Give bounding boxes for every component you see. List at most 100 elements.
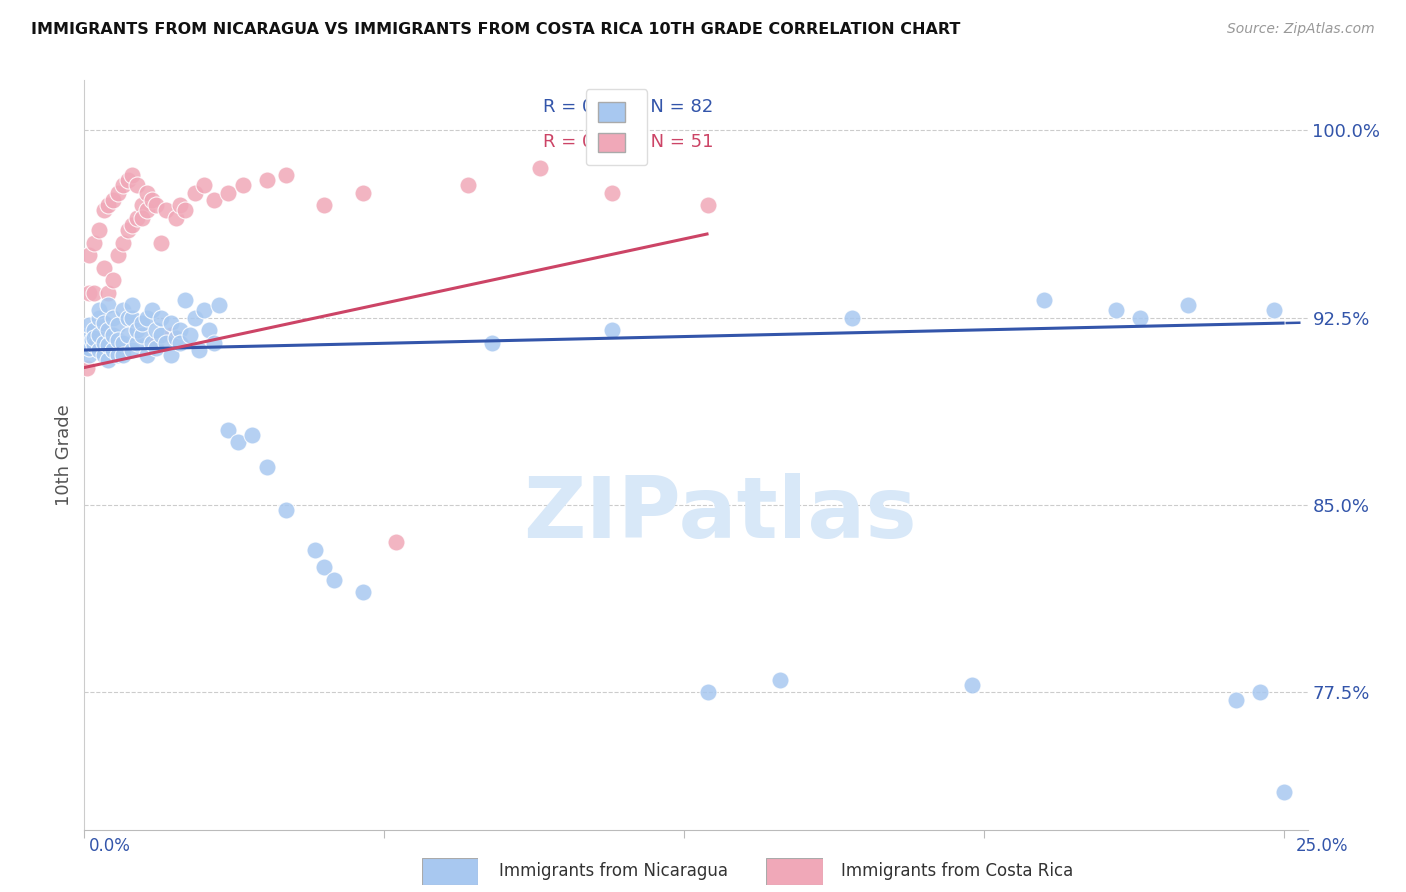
- Point: [93, 335, 115, 350]
- Point: [169, 335, 191, 350]
- Text: IMMIGRANTS FROM NICARAGUA VS IMMIGRANTS FROM COSTA RICA 10TH GRADE CORRELATION C: IMMIGRANTS FROM NICARAGUA VS IMMIGRANTS …: [31, 22, 960, 37]
- Point: [385, 535, 408, 549]
- Point: [165, 330, 187, 344]
- Point: [193, 178, 215, 193]
- Point: [87, 303, 110, 318]
- Point: [1272, 785, 1295, 799]
- Point: [107, 248, 129, 262]
- Point: [127, 178, 149, 193]
- Point: [97, 338, 120, 352]
- Point: [174, 203, 197, 218]
- Point: [179, 328, 201, 343]
- Point: [87, 328, 110, 343]
- Point: [202, 193, 225, 207]
- Point: [274, 503, 297, 517]
- Point: [217, 423, 239, 437]
- Point: [240, 428, 263, 442]
- Point: [83, 330, 105, 344]
- Point: [150, 310, 173, 325]
- Point: [697, 198, 720, 212]
- Point: [131, 198, 153, 212]
- Point: [159, 348, 181, 362]
- Point: [314, 560, 336, 574]
- Point: [93, 260, 115, 275]
- Point: [159, 328, 181, 343]
- Text: Immigrants from Nicaragua: Immigrants from Nicaragua: [499, 863, 728, 880]
- Point: [77, 318, 100, 332]
- Point: [76, 360, 98, 375]
- Point: [232, 178, 254, 193]
- Point: [117, 328, 139, 343]
- Point: [97, 298, 120, 312]
- Point: [1263, 303, 1285, 318]
- Point: [97, 323, 120, 337]
- Point: [352, 186, 374, 200]
- Point: [117, 223, 139, 237]
- Point: [165, 211, 187, 225]
- Point: [457, 178, 479, 193]
- Point: [101, 310, 124, 325]
- Point: [87, 310, 110, 325]
- Point: [80, 333, 103, 347]
- Point: [769, 673, 792, 687]
- Point: [77, 341, 100, 355]
- Point: [117, 310, 139, 325]
- Point: [529, 161, 551, 175]
- Point: [93, 316, 115, 330]
- Point: [322, 573, 344, 587]
- Point: [83, 323, 105, 337]
- Point: [193, 303, 215, 318]
- Point: [135, 348, 157, 362]
- Point: [141, 335, 163, 350]
- Point: [352, 585, 374, 599]
- Point: [76, 335, 98, 350]
- Point: [80, 335, 103, 350]
- Y-axis label: 10th Grade: 10th Grade: [55, 404, 73, 506]
- Point: [174, 293, 197, 307]
- Point: [121, 168, 143, 182]
- Point: [111, 235, 134, 250]
- Point: [141, 193, 163, 207]
- Point: [87, 343, 110, 357]
- Point: [188, 343, 211, 357]
- Point: [155, 335, 177, 350]
- Point: [121, 310, 143, 325]
- Point: [97, 353, 120, 368]
- Point: [101, 193, 124, 207]
- Point: [274, 168, 297, 182]
- Point: [1105, 303, 1128, 318]
- Point: [314, 198, 336, 212]
- Point: [97, 285, 120, 300]
- Text: R = 0.278   N = 51: R = 0.278 N = 51: [543, 133, 714, 151]
- Point: [1129, 310, 1152, 325]
- Point: [169, 323, 191, 337]
- Point: [111, 335, 134, 350]
- Point: [226, 435, 249, 450]
- Point: [111, 303, 134, 318]
- Point: [127, 323, 149, 337]
- Point: [1225, 692, 1247, 706]
- Legend: , : ,: [586, 89, 647, 165]
- Point: [93, 203, 115, 218]
- Point: [107, 318, 129, 332]
- Point: [183, 310, 205, 325]
- Point: [135, 310, 157, 325]
- Text: ZIPatlas: ZIPatlas: [523, 474, 917, 557]
- Point: [960, 678, 983, 692]
- Point: [87, 223, 110, 237]
- Point: [107, 186, 129, 200]
- Point: [111, 178, 134, 193]
- Point: [77, 348, 100, 362]
- Point: [150, 235, 173, 250]
- Point: [93, 348, 115, 362]
- Point: [841, 310, 863, 325]
- Point: [145, 341, 167, 355]
- Point: [101, 273, 124, 287]
- Point: [150, 328, 173, 343]
- Point: [1177, 298, 1199, 312]
- Point: [111, 348, 134, 362]
- Point: [135, 203, 157, 218]
- Text: R = 0.031   N = 82: R = 0.031 N = 82: [543, 98, 713, 116]
- Point: [256, 460, 278, 475]
- Point: [183, 186, 205, 200]
